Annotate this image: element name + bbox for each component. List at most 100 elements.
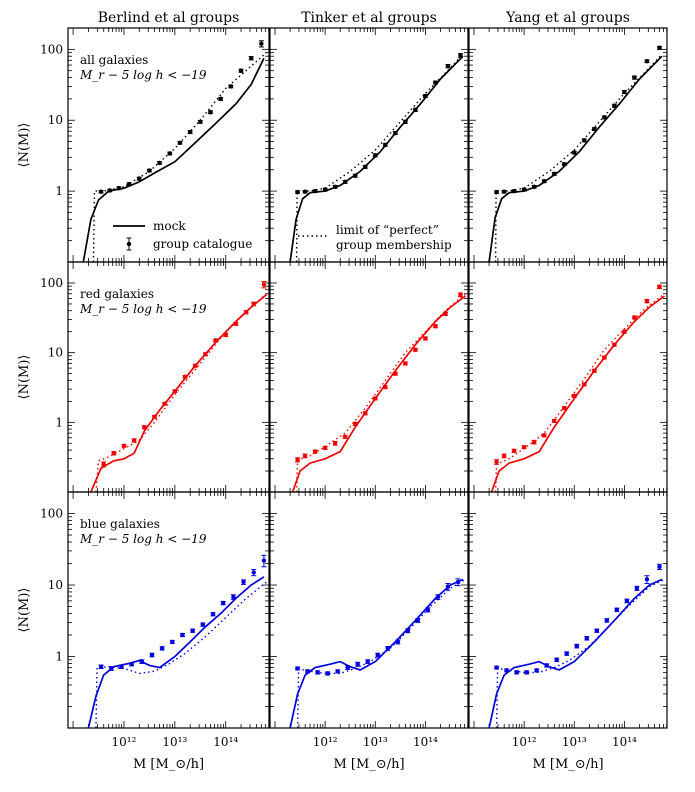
- group-catalogue-point: [552, 172, 556, 176]
- group-catalogue-point: [201, 622, 205, 626]
- group-catalogue-point: [213, 338, 217, 342]
- legend-groups-label: group catalogue: [153, 237, 252, 251]
- panel-frame: [469, 28, 667, 262]
- group-catalogue-point: [406, 628, 410, 632]
- group-catalogue-point: [657, 565, 661, 569]
- group-catalogue-point: [386, 646, 390, 650]
- group-catalogue-point: [383, 143, 387, 147]
- group-catalogue-point: [555, 658, 559, 662]
- group-catalogue-point: [193, 363, 197, 367]
- panel: 110100⟨N(M)⟩red galaxiesM_r − 5 log h < …: [17, 262, 269, 492]
- mock-line: [492, 296, 665, 492]
- row-annotation-label: blue galaxies: [80, 517, 160, 531]
- group-catalogue-point: [315, 670, 319, 674]
- x-tick-label: 10¹²: [112, 735, 137, 749]
- group-catalogue-point: [325, 671, 329, 675]
- group-catalogue-point: [657, 285, 661, 289]
- group-catalogue-point: [224, 333, 228, 337]
- group-catalogue-point: [363, 411, 367, 415]
- group-catalogue-point: [383, 385, 387, 389]
- panel-ticks: [469, 262, 667, 492]
- group-catalogue-point: [645, 299, 649, 303]
- y-tick-label: 10: [48, 113, 63, 127]
- x-tick-label: 10¹⁴: [213, 735, 238, 749]
- x-tick-label: 10¹³: [162, 735, 187, 749]
- group-catalogue-point: [343, 435, 347, 439]
- group-catalogue-point: [229, 84, 233, 88]
- group-catalogue-point: [262, 282, 266, 286]
- group-catalogue-point: [592, 369, 596, 373]
- group-catalogue-point: [615, 608, 619, 612]
- group-catalogue-point: [152, 415, 156, 419]
- y-axis-label: ⟨N(M)⟩: [17, 588, 32, 633]
- group-catalogue-point: [632, 315, 636, 319]
- group-catalogue-point: [456, 580, 460, 584]
- mock-line: [293, 296, 466, 492]
- group-catalogue-point: [522, 187, 526, 191]
- group-catalogue-point: [622, 329, 626, 333]
- group-catalogue-point: [218, 97, 222, 101]
- y-axis-label: ⟨N(M)⟩: [17, 123, 32, 168]
- group-catalogue-point: [180, 633, 184, 637]
- group-catalogue-point: [524, 670, 528, 674]
- group-catalogue-point: [514, 670, 518, 674]
- group-catalogue-point: [532, 185, 536, 189]
- group-catalogue-point: [345, 665, 349, 669]
- group-catalogue-point: [592, 127, 596, 131]
- group-catalogue-point: [252, 302, 256, 306]
- group-catalogue-point: [645, 577, 649, 581]
- group-catalogue-point: [502, 190, 506, 194]
- group-catalogue-point: [436, 595, 440, 599]
- group-catalogue-point: [458, 292, 462, 296]
- group-catalogue-point: [203, 352, 207, 356]
- group-catalogue-point: [635, 586, 639, 590]
- group-catalogue-point: [101, 462, 105, 466]
- panel: 1 10 100 ⟨N(M)⟩ 10¹² 10¹³ 10¹⁴ M [M_⊙/h] blue ga…: [17, 492, 269, 772]
- x-axis-label: M [M_⊙/h]: [532, 757, 603, 772]
- group-catalogue-point: [150, 653, 154, 657]
- group-catalogue-point: [252, 570, 256, 574]
- group-catalogue-point: [160, 646, 164, 650]
- group-catalogue-point: [612, 104, 616, 108]
- group-catalogue-point: [259, 42, 263, 46]
- group-catalogue-point: [241, 580, 245, 584]
- group-catalogue-point: [295, 458, 299, 462]
- y-tick-label: 100: [40, 42, 63, 56]
- group-catalogue-point: [605, 618, 609, 622]
- group-catalogue-point: [393, 131, 397, 135]
- group-catalogue-point: [582, 382, 586, 386]
- panel: [270, 262, 468, 492]
- group-catalogue-point: [376, 653, 380, 657]
- y-tick-label: 10: [48, 346, 63, 360]
- group-catalogue-point: [333, 185, 337, 189]
- x-tick-label: 10¹³: [363, 735, 388, 749]
- panel: 10¹² 10¹³ 10¹⁴ M [M_⊙/h]: [270, 492, 468, 772]
- perfect-membership-line: [497, 579, 665, 728]
- group-catalogue-point: [602, 115, 606, 119]
- legend-perfect-label: group membership: [336, 238, 452, 252]
- panel: limit of “perfect”group membership: [270, 28, 468, 262]
- group-catalogue-point: [645, 59, 649, 63]
- group-catalogue-point: [494, 665, 498, 669]
- group-catalogue-point: [595, 628, 599, 632]
- group-catalogue-point: [413, 348, 417, 352]
- group-catalogue-point: [572, 394, 576, 398]
- y-tick-label: 1: [55, 415, 63, 429]
- group-catalogue-point: [532, 440, 536, 444]
- x-tick-label: 10¹²: [512, 735, 537, 749]
- x-tick-label: 10¹⁴: [612, 735, 637, 749]
- row-annotation-cut: M_r − 5 log h < −19: [79, 532, 207, 546]
- mock-line: [91, 295, 267, 492]
- group-catalogue-point: [303, 190, 307, 194]
- y-axis-label: ⟨N(M)⟩: [17, 355, 32, 400]
- group-catalogue-point: [99, 665, 103, 669]
- group-catalogue-point: [426, 608, 430, 612]
- group-catalogue-point: [565, 651, 569, 655]
- y-tick-label: 1: [55, 650, 63, 664]
- group-catalogue-point: [117, 186, 121, 190]
- group-catalogue-point: [512, 189, 516, 193]
- group-catalogue-point: [211, 612, 215, 616]
- group-catalogue-point: [303, 454, 307, 458]
- group-catalogue-point: [534, 668, 538, 672]
- group-catalogue-point: [231, 595, 235, 599]
